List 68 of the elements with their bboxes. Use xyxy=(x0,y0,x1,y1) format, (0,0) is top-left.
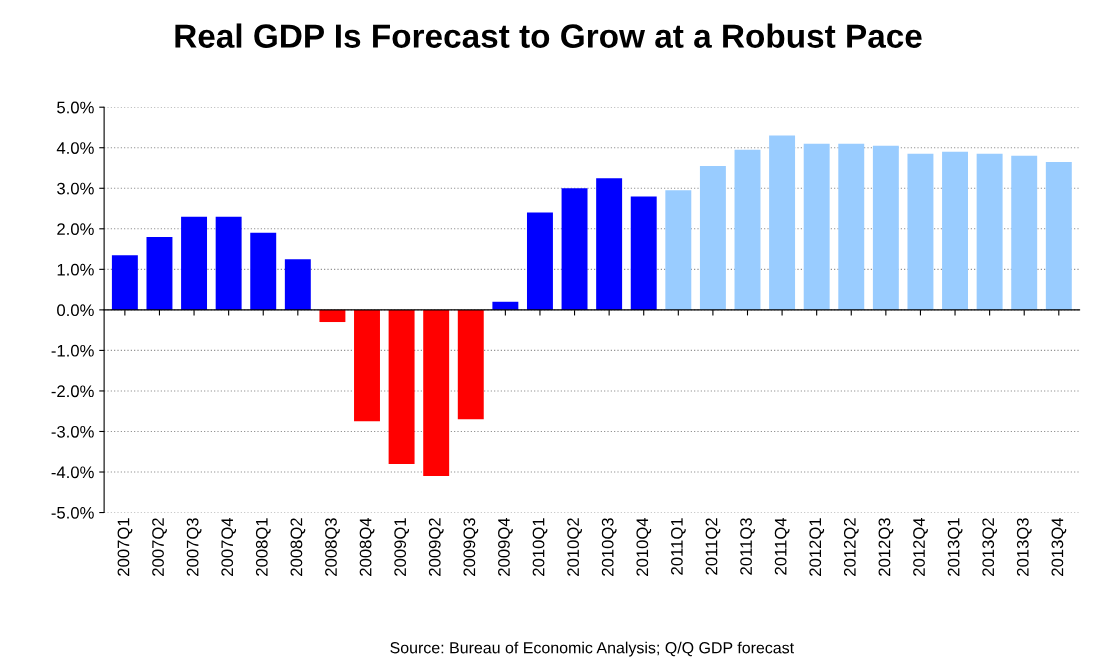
bar xyxy=(215,216,242,310)
x-tick-label: 2009Q3 xyxy=(463,518,479,576)
bar xyxy=(872,145,899,310)
x-tick-label: 2012Q2 xyxy=(843,518,859,576)
source-note: Source: Bureau of Economic Analysis; Q/Q GDP forecast xyxy=(390,641,794,657)
bar xyxy=(976,153,1003,310)
bar xyxy=(665,190,692,310)
y-tick-label: -4.0% xyxy=(51,466,94,479)
x-tick-label: 2012Q4 xyxy=(913,517,928,576)
y-tick-label: 0.0% xyxy=(57,304,94,317)
x-tick-label: 2008Q1 xyxy=(255,518,271,576)
x-tick-label: 2010Q1 xyxy=(532,518,548,576)
x-tick-label: 2008Q2 xyxy=(290,518,306,576)
y-tick-label: 4.0% xyxy=(56,142,94,154)
bar xyxy=(630,196,657,310)
chart-title: Real GDP Is Forecast to Grow at a Robust Pace xyxy=(175,23,922,48)
bar xyxy=(769,135,796,310)
bar xyxy=(596,178,623,310)
bar xyxy=(803,143,830,310)
bar xyxy=(838,143,865,310)
x-tick-label: 2013Q1 xyxy=(947,518,963,576)
bar xyxy=(354,309,380,422)
x-tick-label: 2013Q3 xyxy=(1016,518,1032,576)
bar xyxy=(284,259,311,310)
y-tick-label: 3.0% xyxy=(57,182,94,195)
bar xyxy=(734,149,761,310)
x-tick-label: 2007Q3 xyxy=(186,518,202,576)
bar xyxy=(319,309,346,323)
x-tick-label: 2009Q2 xyxy=(428,518,444,576)
x-tick-label: 2011Q4 xyxy=(774,517,790,575)
bar xyxy=(526,212,553,310)
bar xyxy=(561,188,588,310)
y-tick-label: -2.0% xyxy=(51,385,94,398)
bar xyxy=(942,151,969,310)
x-tick-label: 2010Q3 xyxy=(601,518,617,576)
bar xyxy=(1045,161,1072,310)
bar xyxy=(181,216,208,310)
x-tick-label: 2007Q1 xyxy=(117,518,133,576)
x-tick-label: 2011Q3 xyxy=(740,518,755,575)
bar xyxy=(388,309,415,464)
x-tick-label: 2013Q2 xyxy=(982,518,998,576)
bar xyxy=(699,165,726,310)
bar xyxy=(457,309,484,420)
x-tick-label: 2013Q4 xyxy=(1051,517,1067,576)
x-tick-label: 2011Q2 xyxy=(705,518,721,575)
bar xyxy=(111,255,138,310)
x-tick-label: 2010Q4 xyxy=(636,517,652,576)
y-tick-label: -5.0% xyxy=(51,506,94,519)
y-tick-label: -1.0% xyxy=(51,344,94,357)
bar xyxy=(1011,155,1038,310)
y-tick-label: -3.0% xyxy=(51,425,94,438)
x-tick-label: 2009Q1 xyxy=(394,518,410,576)
x-tick-label: 2011Q1 xyxy=(670,518,686,575)
bar xyxy=(907,153,934,310)
bar xyxy=(146,236,173,310)
y-tick-label: 1.0% xyxy=(57,263,94,276)
x-tick-label: 2012Q1 xyxy=(809,518,825,576)
bar xyxy=(250,232,277,310)
y-tick-label: 5.0% xyxy=(57,101,94,114)
x-tick-label: 2009Q4 xyxy=(498,517,513,576)
bar xyxy=(423,309,450,477)
x-tick-label: 2007Q2 xyxy=(152,518,167,576)
y-tick-label: 2.0% xyxy=(57,223,94,236)
x-tick-label: 2008Q3 xyxy=(325,518,340,576)
x-tick-label: 2008Q4 xyxy=(359,517,375,576)
x-tick-label: 2007Q4 xyxy=(221,517,237,576)
x-tick-label: 2010Q2 xyxy=(567,518,582,576)
x-tick-label: 2012Q3 xyxy=(878,518,894,576)
